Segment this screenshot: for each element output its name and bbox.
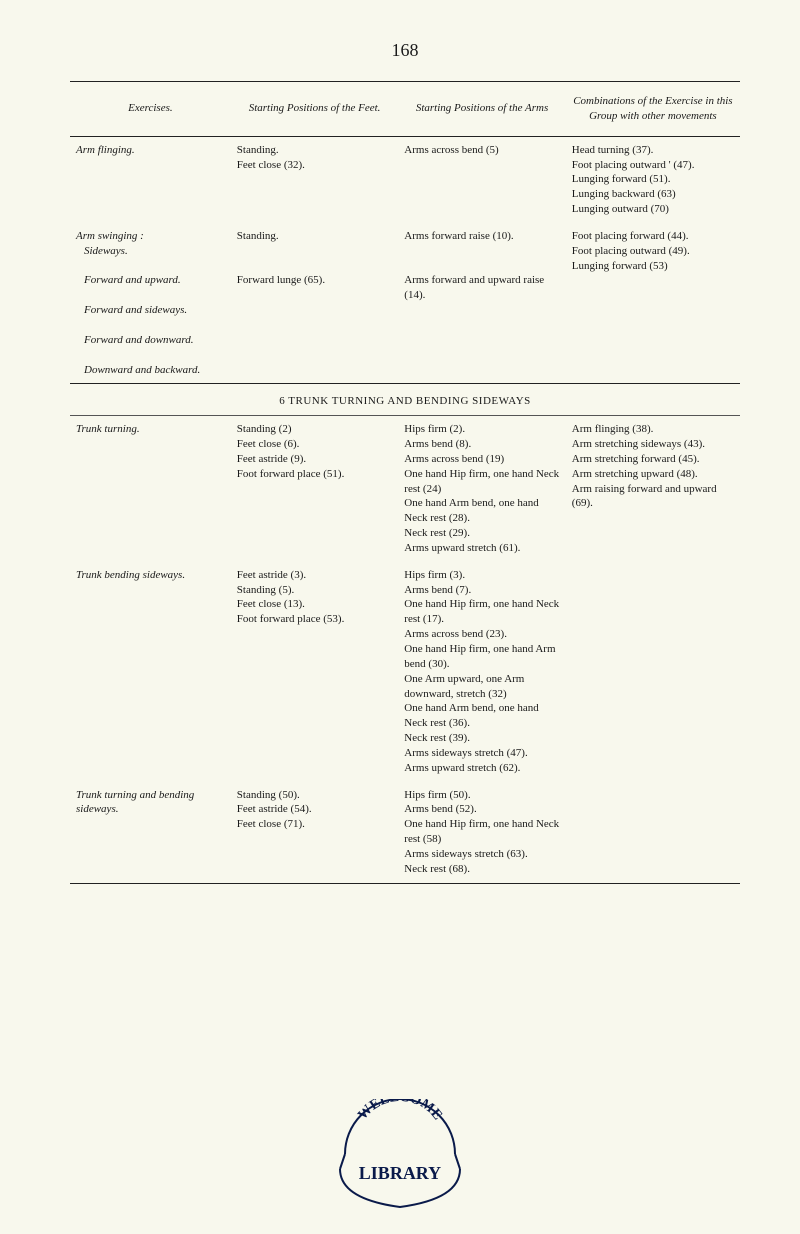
library-stamp: WELLCOME LIBRARY [335, 1099, 465, 1214]
hdr-exercises: Exercises. [70, 82, 231, 137]
cell-exercise: Trunk turning. [70, 416, 231, 562]
table-row: Trunk bending sideways.Feet astride (3).… [70, 562, 740, 782]
table-row: Trunk turning.Standing (2)Feet close (6)… [70, 416, 740, 562]
cell-exercise: Trunk turning and bending sideways. [70, 782, 231, 884]
bottom-rule [70, 883, 740, 884]
page: 168 Exercises. Starting Positions of the… [0, 0, 800, 1234]
cell-comb: Head turning (37).Foot placing outward '… [566, 136, 740, 223]
cell-feet: Feet astride (3).Standing (5).Feet close… [231, 562, 399, 782]
table-header-row: Exercises. Starting Positions of the Fee… [70, 82, 740, 137]
cell-feet: Standing.Forward lunge (65). [231, 223, 399, 384]
page-number: 168 [70, 40, 740, 61]
cell-comb [566, 782, 740, 884]
hdr-comb: Combinations of the Exercise in this Gro… [566, 82, 740, 137]
cell-feet: Standing (50).Feet astride (54).Feet clo… [231, 782, 399, 884]
hdr-feet: Starting Positions of the Feet. [231, 82, 399, 137]
cell-comb: Arm flinging (38).Arm stretching sideway… [566, 416, 740, 562]
cell-exercise: Arm swinging :Sideways.Forward and upwar… [70, 223, 231, 384]
cell-feet: Standing.Feet close (32). [231, 136, 399, 223]
cell-exercise: Arm flinging. [70, 136, 231, 223]
table-row: Arm swinging :Sideways.Forward and upwar… [70, 223, 740, 384]
table-row: Arm flinging.Standing.Feet close (32).Ar… [70, 136, 740, 223]
svg-text:WELLCOME: WELLCOME [355, 1099, 445, 1123]
cell-exercise: Trunk bending sideways. [70, 562, 231, 782]
stamp-top-text: WELLCOME [355, 1099, 445, 1123]
cell-feet: Standing (2)Feet close (6).Feet astride … [231, 416, 399, 562]
cell-arms: Hips firm (50).Arms bend (52).One hand H… [398, 782, 566, 884]
cell-arms: Arms forward raise (10).Arms forward and… [398, 223, 566, 384]
cell-arms: Arms across bend (5) [398, 136, 566, 223]
hdr-arms: Starting Positions of the Arms [398, 82, 566, 137]
cell-arms: Hips firm (2).Arms bend (8).Arms across … [398, 416, 566, 562]
section-title: 6 TRUNK TURNING AND BENDING SIDEWAYS [70, 384, 740, 415]
table-row: Trunk turning and bending sideways.Stand… [70, 782, 740, 884]
cell-comb: Foot placing forward (44).Foot placing o… [566, 223, 740, 384]
cell-comb [566, 562, 740, 782]
stamp-mid-text: LIBRARY [359, 1163, 441, 1183]
main-table: Exercises. Starting Positions of the Fee… [70, 81, 740, 884]
cell-arms: Hips firm (3).Arms bend (7).One hand Hip… [398, 562, 566, 782]
section-title-row: 6 TRUNK TURNING AND BENDING SIDEWAYS [70, 384, 740, 415]
